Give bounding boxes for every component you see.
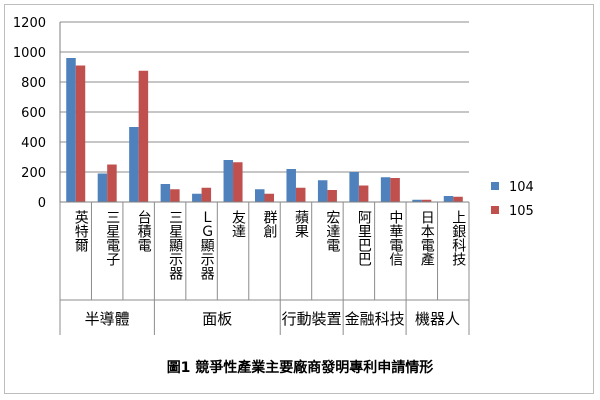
x-category-label: ＬＧ顯示器 (199, 210, 215, 280)
x-category-label: 英特爾 (73, 209, 89, 252)
bar-104-6 (255, 189, 265, 202)
legend-label-104: 104 (509, 180, 534, 195)
x-category-label: 友達 (230, 210, 246, 238)
bar-104-3 (160, 184, 171, 202)
chart-caption: 圖1 競爭性產業主要廠商發明專利申請情形 (167, 359, 434, 376)
bar-104-8 (317, 180, 328, 202)
bar-105-8 (327, 190, 337, 202)
y-tick-label: 1200 (13, 16, 46, 31)
x-category-label: 宏達電 (324, 210, 340, 252)
bar-105-4 (201, 187, 212, 202)
x-category-label: 三星顯示器 (167, 210, 183, 280)
x-category-label: 群創 (262, 210, 278, 239)
y-tick-label: 1000 (13, 46, 46, 61)
y-tick-label: 200 (21, 166, 46, 181)
bar-104-7 (286, 169, 296, 202)
y-tick-label: 800 (21, 76, 46, 91)
bar-105-1 (107, 164, 117, 202)
gridlines (60, 21, 469, 173)
x-category-label: 三星電子 (104, 210, 120, 266)
bar-105-5 (233, 162, 243, 202)
bar-105-3 (170, 189, 180, 202)
bar-104-0 (66, 58, 76, 202)
bar-105-2 (138, 70, 149, 202)
x-group-label: 半導體 (85, 310, 130, 328)
bar-105-10 (390, 178, 400, 202)
legend-swatch-105 (491, 206, 499, 214)
bar-104-5 (223, 160, 234, 202)
bar-104-9 (349, 172, 359, 202)
x-category-label: 中華電信 (387, 210, 403, 266)
bars (66, 58, 463, 202)
x-category-label: 日本電產 (419, 210, 435, 266)
legend-swatch-104 (491, 182, 499, 190)
x-group-label: 金融科技 (345, 310, 405, 328)
bar-105-0 (75, 65, 86, 202)
bar-105-11 (421, 199, 432, 202)
x-axis: 英特爾 三星電子 台積電 三星顯示器 ＬＧ顯示器 友達 群創 蘋果 宏達電 阿里巴巴 中華電信 日本電… (59, 22, 470, 335)
x-category-label: 上銀科技 (450, 210, 466, 267)
bar-104-10 (380, 177, 391, 202)
bar-105-12 (453, 196, 463, 202)
bar-104-2 (129, 127, 139, 202)
x-group-label: 面板 (202, 310, 232, 328)
bar-105-6 (264, 193, 274, 202)
bar-104-4 (192, 193, 202, 202)
bar-104-12 (443, 196, 454, 202)
y-tick-label: 0 (38, 196, 46, 211)
legend-label-105: 105 (509, 204, 534, 219)
bar-105-9 (358, 185, 369, 202)
x-category-label: 阿里巴巴 (356, 210, 372, 266)
y-axis-labels: 0 200 400 600 800 1000 1200 (13, 16, 46, 211)
x-category-label: 蘋果 (293, 210, 309, 238)
x-group-label: 機器人 (415, 310, 460, 328)
y-tick-label: 400 (21, 136, 46, 151)
bar-105-7 (295, 187, 306, 202)
bar-104-1 (97, 173, 108, 202)
y-tick-label: 600 (21, 106, 46, 121)
bar-104-11 (412, 199, 422, 202)
x-category-label: 台積電 (136, 210, 152, 252)
legend: 104 105 (491, 180, 534, 219)
x-group-label: 行動裝置 (282, 310, 342, 328)
